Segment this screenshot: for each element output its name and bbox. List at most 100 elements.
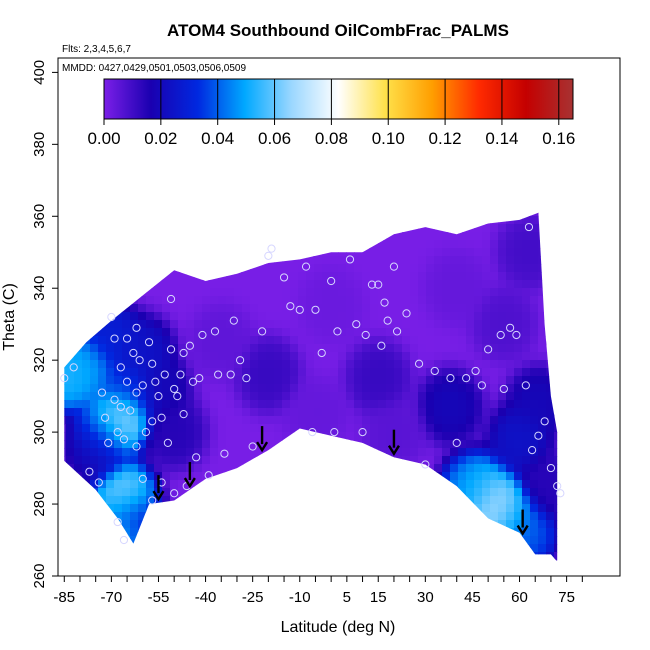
- field-cell: [578, 288, 587, 297]
- field-cell: [178, 224, 187, 233]
- field-cell: [250, 488, 259, 497]
- field-cell: [90, 384, 99, 393]
- field-cell: [482, 216, 491, 225]
- field-cell: [154, 416, 163, 425]
- field-cell: [226, 288, 235, 297]
- field-cell: [458, 240, 467, 249]
- field-cell: [242, 312, 251, 321]
- field-cell: [114, 408, 123, 417]
- field-cell: [250, 352, 259, 361]
- field-cell: [346, 448, 355, 457]
- field-cell: [290, 528, 299, 537]
- field-cell: [202, 520, 211, 529]
- field-cell: [386, 320, 395, 329]
- field-cell: [306, 400, 315, 409]
- field-cell: [362, 400, 371, 409]
- field-cell: [386, 416, 395, 425]
- field-cell: [514, 384, 523, 393]
- colorbar-tick-label: 0.08: [315, 129, 348, 148]
- field-cell: [226, 256, 235, 265]
- field-cell: [234, 448, 243, 457]
- field-cell: [242, 448, 251, 457]
- field-cell: [210, 416, 219, 425]
- field-cell: [64, 512, 67, 521]
- field-cell: [290, 504, 299, 513]
- field-cell: [178, 264, 187, 273]
- field-cell: [610, 304, 619, 313]
- field-cell: [618, 512, 627, 521]
- field-cell: [298, 288, 307, 297]
- field-cell: [234, 496, 243, 505]
- field-cell: [490, 344, 499, 353]
- field-cell: [530, 248, 539, 257]
- field-cell: [74, 440, 83, 449]
- field-cell: [226, 312, 235, 321]
- field-cell: [330, 264, 339, 273]
- field-cell: [114, 304, 123, 313]
- field-cell: [570, 296, 579, 305]
- sample-point: [534, 431, 543, 440]
- field-cell: [146, 352, 155, 361]
- field-cell: [442, 248, 451, 257]
- field-cell: [138, 232, 147, 241]
- field-cell: [258, 416, 267, 425]
- field-cell: [602, 248, 611, 257]
- field-cell: [498, 240, 507, 249]
- field-cell: [394, 384, 403, 393]
- field-cell: [234, 400, 243, 409]
- field-cell: [258, 512, 267, 521]
- field-cell: [594, 240, 603, 249]
- field-cell: [426, 368, 435, 377]
- field-cell: [354, 456, 363, 465]
- field-cell: [306, 448, 315, 457]
- field-cell: [522, 432, 531, 441]
- field-cell: [242, 376, 251, 385]
- field-cell: [82, 312, 91, 321]
- field-cell: [186, 312, 195, 321]
- field-cell: [530, 528, 539, 537]
- sample-point: [157, 413, 166, 422]
- field-cell: [378, 296, 387, 305]
- field-cell: [522, 216, 531, 225]
- field-cell: [426, 288, 435, 297]
- field-cell: [218, 552, 227, 561]
- field-cell: [578, 496, 587, 505]
- field-cell: [98, 536, 107, 545]
- field-cell: [538, 416, 547, 425]
- field-cell: [322, 520, 331, 529]
- field-cell: [234, 472, 243, 481]
- field-cell: [330, 392, 339, 401]
- field-cell: [226, 424, 235, 433]
- field-cell: [322, 512, 331, 521]
- field-cell: [306, 480, 315, 489]
- field-cell: [426, 440, 435, 449]
- field-cell: [546, 360, 555, 369]
- field-cell: [162, 456, 171, 465]
- field-cell: [202, 264, 211, 273]
- field-cell: [242, 544, 251, 553]
- field-cell: [586, 480, 595, 489]
- field-cell: [402, 544, 411, 553]
- field-cell: [362, 200, 371, 209]
- field-cell: [466, 552, 475, 561]
- field-cell: [322, 480, 331, 489]
- field-cell: [602, 384, 611, 393]
- field-cell: [202, 368, 211, 377]
- field-cell: [66, 528, 75, 537]
- sample-point: [122, 377, 132, 386]
- field-cell: [546, 536, 555, 545]
- field-cell: [434, 296, 443, 305]
- field-cell: [162, 200, 171, 209]
- field-cell: [346, 544, 355, 553]
- field-cell: [418, 312, 427, 321]
- field-cell: [426, 304, 435, 313]
- field-cell: [322, 384, 331, 393]
- field-cell: [570, 384, 579, 393]
- field-cell: [242, 536, 251, 545]
- field-cell: [202, 312, 211, 321]
- field-cell: [426, 384, 435, 393]
- field-cell: [122, 248, 131, 257]
- field-cell: [386, 336, 395, 345]
- field-cell: [498, 224, 507, 233]
- field-cell: [338, 368, 347, 377]
